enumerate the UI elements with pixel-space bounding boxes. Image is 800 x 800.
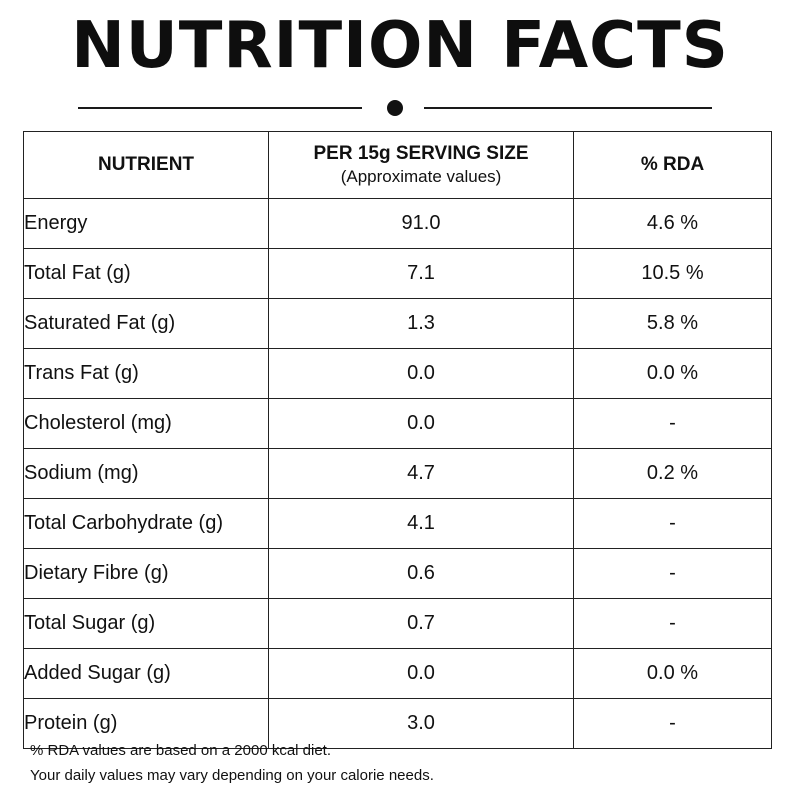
nutrient-rda: - [573,598,772,649]
nutrient-value: 4.1 [268,498,574,549]
nutrient-rda: 0.2 % [573,448,772,499]
nutrient-value: 0.0 [268,648,574,699]
table-row: Saturated Fat (g) 1.3 5.8 % [23,298,772,349]
nutrient-value: 1.3 [268,298,574,349]
table-row: Total Sugar (g) 0.7- [23,598,772,649]
header-serving-label: PER 15g SERVING SIZE [313,143,529,164]
nutrient-name: Energy [23,198,269,249]
nutrient-rda: 5.8 % [573,298,772,349]
nutrient-rda: 0.0 % [573,348,772,399]
nutrient-rda: - [573,398,772,449]
nutrient-value: 0.7 [268,598,574,649]
page-title: NUTRITION FACTS [71,9,729,83]
table-row: Sodium (mg) 4.7 0.2 % [23,448,772,499]
table-row: Trans Fat (g) 0.0 0.0 % [23,348,772,399]
nutrient-value: 7.1 [268,248,574,299]
footnote-rda-basis: % RDA values are based on a 2000 kcal di… [30,742,332,759]
nutrient-name: Total Fat (g) [23,248,269,299]
nutrient-rda: - [573,698,772,749]
nutrient-rda: 0.0 % [573,648,772,699]
divider-line-left [78,107,362,109]
divider-dot-icon [387,100,403,116]
table-row: Energy 91.0 4.6 % [23,198,772,249]
title-divider [78,96,712,120]
nutrient-rda: - [573,548,772,599]
nutrient-rda: - [573,498,772,549]
nutrient-name: Total Carbohydrate (g) [23,498,269,549]
nutrient-value: 0.6 [268,548,574,599]
nutrient-name: Trans Fat (g) [23,348,269,399]
nutrition-table: NUTRIENT PER 15g SERVING SIZE (Approxima… [23,131,772,749]
header-nutrient: NUTRIENT [23,131,269,199]
table-row: Dietary Fibre (g) 0.6- [23,548,772,599]
nutrient-name: Added Sugar (g) [23,648,269,699]
nutrient-name: Dietary Fibre (g) [23,548,269,599]
nutrient-name: Total Sugar (g) [23,598,269,649]
header-rda: % RDA [573,131,772,199]
nutrient-name: Saturated Fat (g) [23,298,269,349]
table-header-row: NUTRIENT PER 15g SERVING SIZE (Approxima… [23,131,772,199]
nutrient-rda: 10.5 % [573,248,772,299]
nutrient-name: Cholesterol (mg) [23,398,269,449]
nutrient-name: Sodium (mg) [23,448,269,499]
divider-line-right [424,107,712,109]
table-row: Cholesterol (mg) 0.0- [23,398,772,449]
nutrient-rda: 4.6 % [573,198,772,249]
footnote-daily-values: Your daily values may vary depending on … [30,767,434,784]
nutrient-value: 0.0 [268,398,574,449]
header-serving-subtitle: (Approximate values) [340,167,502,186]
nutrient-value: 91.0 [268,198,574,249]
nutrient-value: 3.0 [268,698,574,749]
table-row: Protein (g) 3.0- [23,698,772,749]
table-row: Added Sugar (g) 0.0 0.0 % [23,648,772,699]
header-serving: PER 15g SERVING SIZE (Approximate values… [268,131,574,199]
nutrient-value: 0.0 [268,348,574,399]
table-row: Total Fat (g) 7.1 10.5 % [23,248,772,299]
table-row: Total Carbohydrate (g) 4.1- [23,498,772,549]
nutrient-name: Protein (g) [23,698,269,749]
nutrient-value: 4.7 [268,448,574,499]
